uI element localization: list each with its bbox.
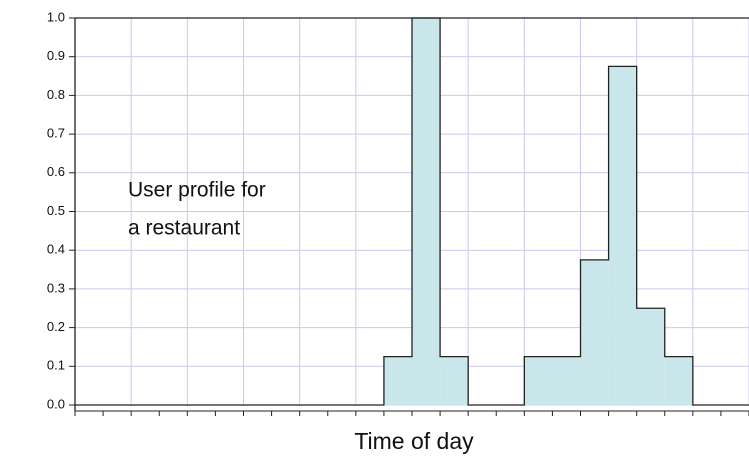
y-tick-label: 0.2 — [47, 319, 65, 334]
bar — [636, 308, 665, 405]
y-tick-label: 0.5 — [47, 203, 65, 218]
y-tick-label: 0.0 — [47, 396, 65, 411]
y-tick-label: 0.7 — [47, 126, 65, 141]
bar — [383, 356, 412, 405]
bar — [524, 356, 553, 405]
bar — [552, 356, 581, 405]
bar — [580, 259, 609, 405]
y-tick-label: 0.1 — [47, 358, 65, 373]
annotation: User profile for — [128, 179, 266, 202]
y-tick-label: 0.6 — [47, 164, 65, 179]
bar — [664, 356, 693, 405]
y-tick-label: 0.3 — [47, 280, 65, 295]
bar — [440, 356, 469, 405]
y-tick-label: 0.8 — [47, 87, 65, 102]
y-tick-label: 0.9 — [47, 48, 65, 63]
annotation: a restaurant — [128, 217, 240, 240]
bar — [412, 18, 441, 405]
y-tick-label: 0.4 — [47, 242, 65, 257]
outline — [75, 17, 749, 406]
y-tick-label: 1.0 — [47, 9, 65, 24]
bar — [608, 66, 637, 405]
x-axis-label: Time of day — [354, 428, 474, 454]
